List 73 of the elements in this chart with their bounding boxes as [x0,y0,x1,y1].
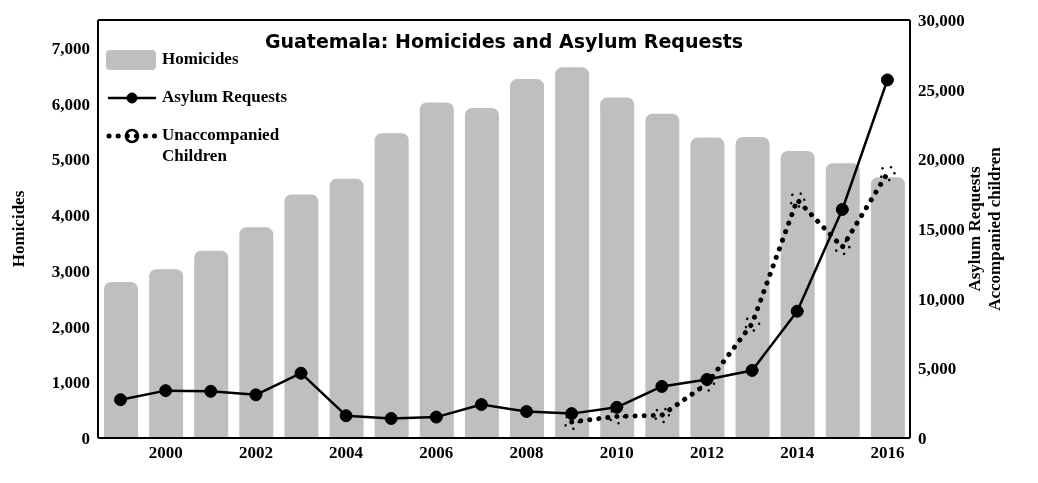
y-tick-label: 5,000 [51,150,90,170]
point [880,73,894,87]
point [474,398,488,412]
point [745,363,759,377]
bar [104,281,138,438]
x-tick-label: 2002 [238,443,273,463]
legend-label: Asylum Requests [162,86,289,107]
point [159,384,173,398]
point [204,384,218,398]
y2-tick-label: 15,000 [918,220,965,240]
bar [870,177,905,438]
x-tick-label: 2006 [419,443,454,463]
point [294,366,308,380]
bar [600,97,635,438]
x-tick-label: 2000 [148,443,183,463]
bar [329,178,364,438]
bar [419,102,454,438]
point [608,408,626,425]
bar [510,79,544,438]
point [384,411,398,425]
point [520,405,534,419]
point [429,410,443,424]
y-tick-label: 6,000 [51,94,90,114]
point [249,388,263,402]
text: Guatemala: Homicides and Asylum Requests [264,30,744,52]
y-tick-label: 3,000 [51,261,90,281]
bar [464,108,499,438]
y2-axis-title: Asylum Requests Accompanied children [965,146,1004,311]
y2-tick-label: 20,000 [918,150,965,170]
bar [555,67,590,438]
legend-label: Unaccompanied Children [162,124,281,166]
point [653,406,671,424]
bar [239,227,274,438]
legend-label: Homicides [162,49,239,68]
point [114,393,128,407]
point [879,165,896,182]
point [834,238,851,256]
y2-tick-label: 0 [918,429,927,449]
bar [284,194,319,438]
point [788,191,806,208]
bar [780,150,815,438]
point [655,379,669,393]
bar [825,163,860,438]
y-tick-label: 7,000 [51,38,90,58]
y2-tick-label: 25,000 [918,80,965,100]
y-tick-label: 1,000 [51,373,90,393]
bar [194,250,229,438]
y-tick-label: 2,000 [51,317,90,337]
x-tick-label: 2014 [780,443,815,463]
point [700,372,714,386]
y2-tick-label: 30,000 [918,11,965,31]
x-tick-label: 2008 [509,443,544,463]
y-tick-label: 4,000 [51,206,90,226]
bar [690,137,725,438]
point [835,202,849,216]
bar [374,133,409,438]
x-tick-label: 2012 [690,443,724,463]
y-tick-label: 0 [81,429,90,449]
point [610,400,624,414]
bar [735,137,770,438]
point [743,315,761,332]
point [790,304,804,318]
bar [645,113,680,438]
point [698,375,716,392]
x-tick-label: 2010 [599,443,634,463]
point [565,407,579,421]
y-axis-title: Homicides [9,190,29,268]
point [339,409,353,423]
y2-tick-label: 5,000 [918,359,957,379]
x-tick-label: 2016 [870,443,905,463]
bar [149,269,184,438]
y2-tick-label: 10,000 [918,289,965,309]
x-tick-label: 2004 [329,443,364,463]
